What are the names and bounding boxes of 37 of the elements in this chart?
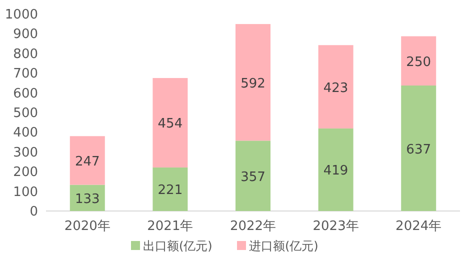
data-label: 423 [323, 80, 348, 96]
x-tick-label: 2021年 [147, 219, 194, 234]
x-tick-label: 2024年 [396, 219, 442, 234]
y-tick-label: 300 [13, 145, 38, 160]
bar [236, 140, 270, 211]
legend-label: 进口额(亿元) [249, 239, 318, 253]
bar [401, 86, 436, 211]
bar [152, 167, 188, 211]
bar [318, 45, 354, 128]
data-label: 592 [240, 76, 266, 92]
data-label: 637 [406, 142, 432, 158]
y-tick-label: 100 [13, 184, 38, 200]
data-label: 454 [158, 116, 183, 132]
legend-label: 出口额(亿元) [143, 239, 212, 253]
x-tick-label: 2023年 [312, 219, 359, 234]
bar [236, 24, 270, 141]
data-label: 250 [406, 54, 432, 70]
y-tick-label: 500 [13, 106, 38, 121]
data-label: 357 [240, 170, 266, 185]
x-tick-label: 2022年 [230, 219, 276, 234]
y-tick-label: 900 [13, 27, 38, 42]
y-tick-label: 400 [13, 126, 38, 141]
data-label: 221 [158, 183, 183, 198]
y-tick-label: 800 [13, 46, 38, 62]
y-tick-label: 700 [13, 66, 38, 82]
data-label: 247 [74, 154, 100, 170]
bar [152, 78, 188, 168]
y-tick-label: 600 [13, 86, 38, 102]
bar [70, 136, 105, 185]
bar [318, 128, 354, 211]
bar [401, 36, 436, 86]
x-tick-label: 2020年 [64, 219, 110, 234]
data-label: 419 [323, 164, 348, 179]
y-tick-label: 0 [30, 204, 38, 220]
y-tick-label: 1000 [4, 8, 38, 22]
data-label: 133 [74, 192, 100, 207]
y-tick-label: 200 [13, 165, 38, 180]
